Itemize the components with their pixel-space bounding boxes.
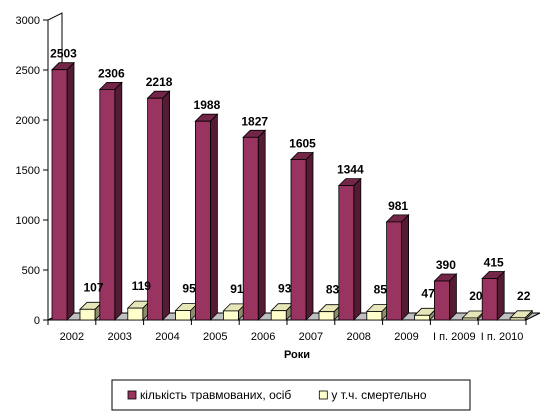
y-tick-label: 2500 (16, 65, 40, 77)
bar-injured (290, 159, 307, 321)
data-label: 1605 (289, 137, 316, 151)
bar-fatal (270, 310, 287, 321)
data-label: 2218 (146, 75, 173, 89)
y-tick-label: 3000 (16, 15, 40, 27)
data-label: 93 (278, 282, 292, 296)
data-label: 95 (182, 282, 196, 296)
bar-fatal (318, 311, 335, 321)
y-tick-label: 2000 (16, 115, 40, 127)
y-tick-label: 500 (22, 265, 40, 277)
data-label: 2503 (50, 47, 77, 61)
bar-side (353, 177, 362, 321)
bar-injured (481, 278, 498, 321)
data-label: 2306 (98, 66, 125, 80)
data-label: 119 (132, 279, 152, 293)
data-label: 1344 (337, 163, 364, 177)
legend-label: кількість травмованих, осіб (140, 388, 291, 402)
bar-injured (194, 120, 211, 321)
bar-side (496, 270, 505, 321)
data-label: 981 (388, 199, 408, 213)
bar-injured (386, 221, 403, 321)
bar-side (209, 113, 218, 321)
x-tick-label: 2008 (346, 331, 370, 343)
x-tick-label: 2009 (394, 331, 418, 343)
data-label: 415 (484, 256, 504, 270)
bar-injured (338, 185, 355, 321)
x-tick-label: 2002 (60, 331, 84, 343)
bar-fatal (175, 310, 192, 321)
bar-side (162, 90, 171, 321)
bar-injured (433, 280, 450, 321)
bar-fatal (222, 310, 239, 321)
bar-fatal (79, 308, 96, 321)
bar-fatal (509, 317, 526, 321)
bar-injured (99, 89, 116, 321)
x-tick-label: 2003 (107, 331, 131, 343)
data-label: 390 (436, 258, 456, 272)
data-label: 83 (326, 283, 340, 297)
bar-side (114, 81, 123, 321)
bar-injured (147, 97, 164, 321)
data-label: 85 (374, 283, 388, 297)
bar-side (305, 151, 314, 321)
bar-side (448, 273, 457, 321)
y-tick-label: 1000 (16, 215, 40, 227)
bar-side (401, 213, 410, 321)
bar-fatal (414, 314, 431, 321)
data-label: 91 (230, 282, 244, 296)
legend-swatch (127, 390, 137, 400)
legend-box (111, 379, 471, 411)
legend-swatch (318, 390, 328, 400)
x-tick-label: І п. 2009 (433, 331, 476, 343)
y-tick-label: 1500 (16, 165, 40, 177)
bar-fatal (127, 307, 144, 321)
x-tick-label: 2007 (299, 331, 323, 343)
data-label: 107 (83, 280, 103, 294)
bar-injured (51, 69, 68, 321)
data-label: 22 (517, 289, 531, 303)
x-tick-label: 2005 (203, 331, 227, 343)
x-tick-label: 2006 (251, 331, 275, 343)
bar-injured (242, 136, 259, 321)
x-tick-label: 2004 (155, 331, 179, 343)
y-tick-label: 0 (34, 315, 40, 327)
data-label: 1988 (194, 98, 221, 112)
bar-side (257, 129, 266, 321)
x-tick-label: І п. 2010 (481, 331, 524, 343)
bar-side (66, 61, 75, 321)
x-axis-title: Роки (284, 349, 310, 361)
legend-label: у т.ч. смертельно (331, 388, 427, 402)
data-label: 47 (421, 286, 435, 300)
data-label: 20 (469, 289, 483, 303)
bar-fatal (461, 317, 478, 321)
bar-fatal (366, 311, 383, 321)
data-label: 1827 (241, 114, 268, 128)
